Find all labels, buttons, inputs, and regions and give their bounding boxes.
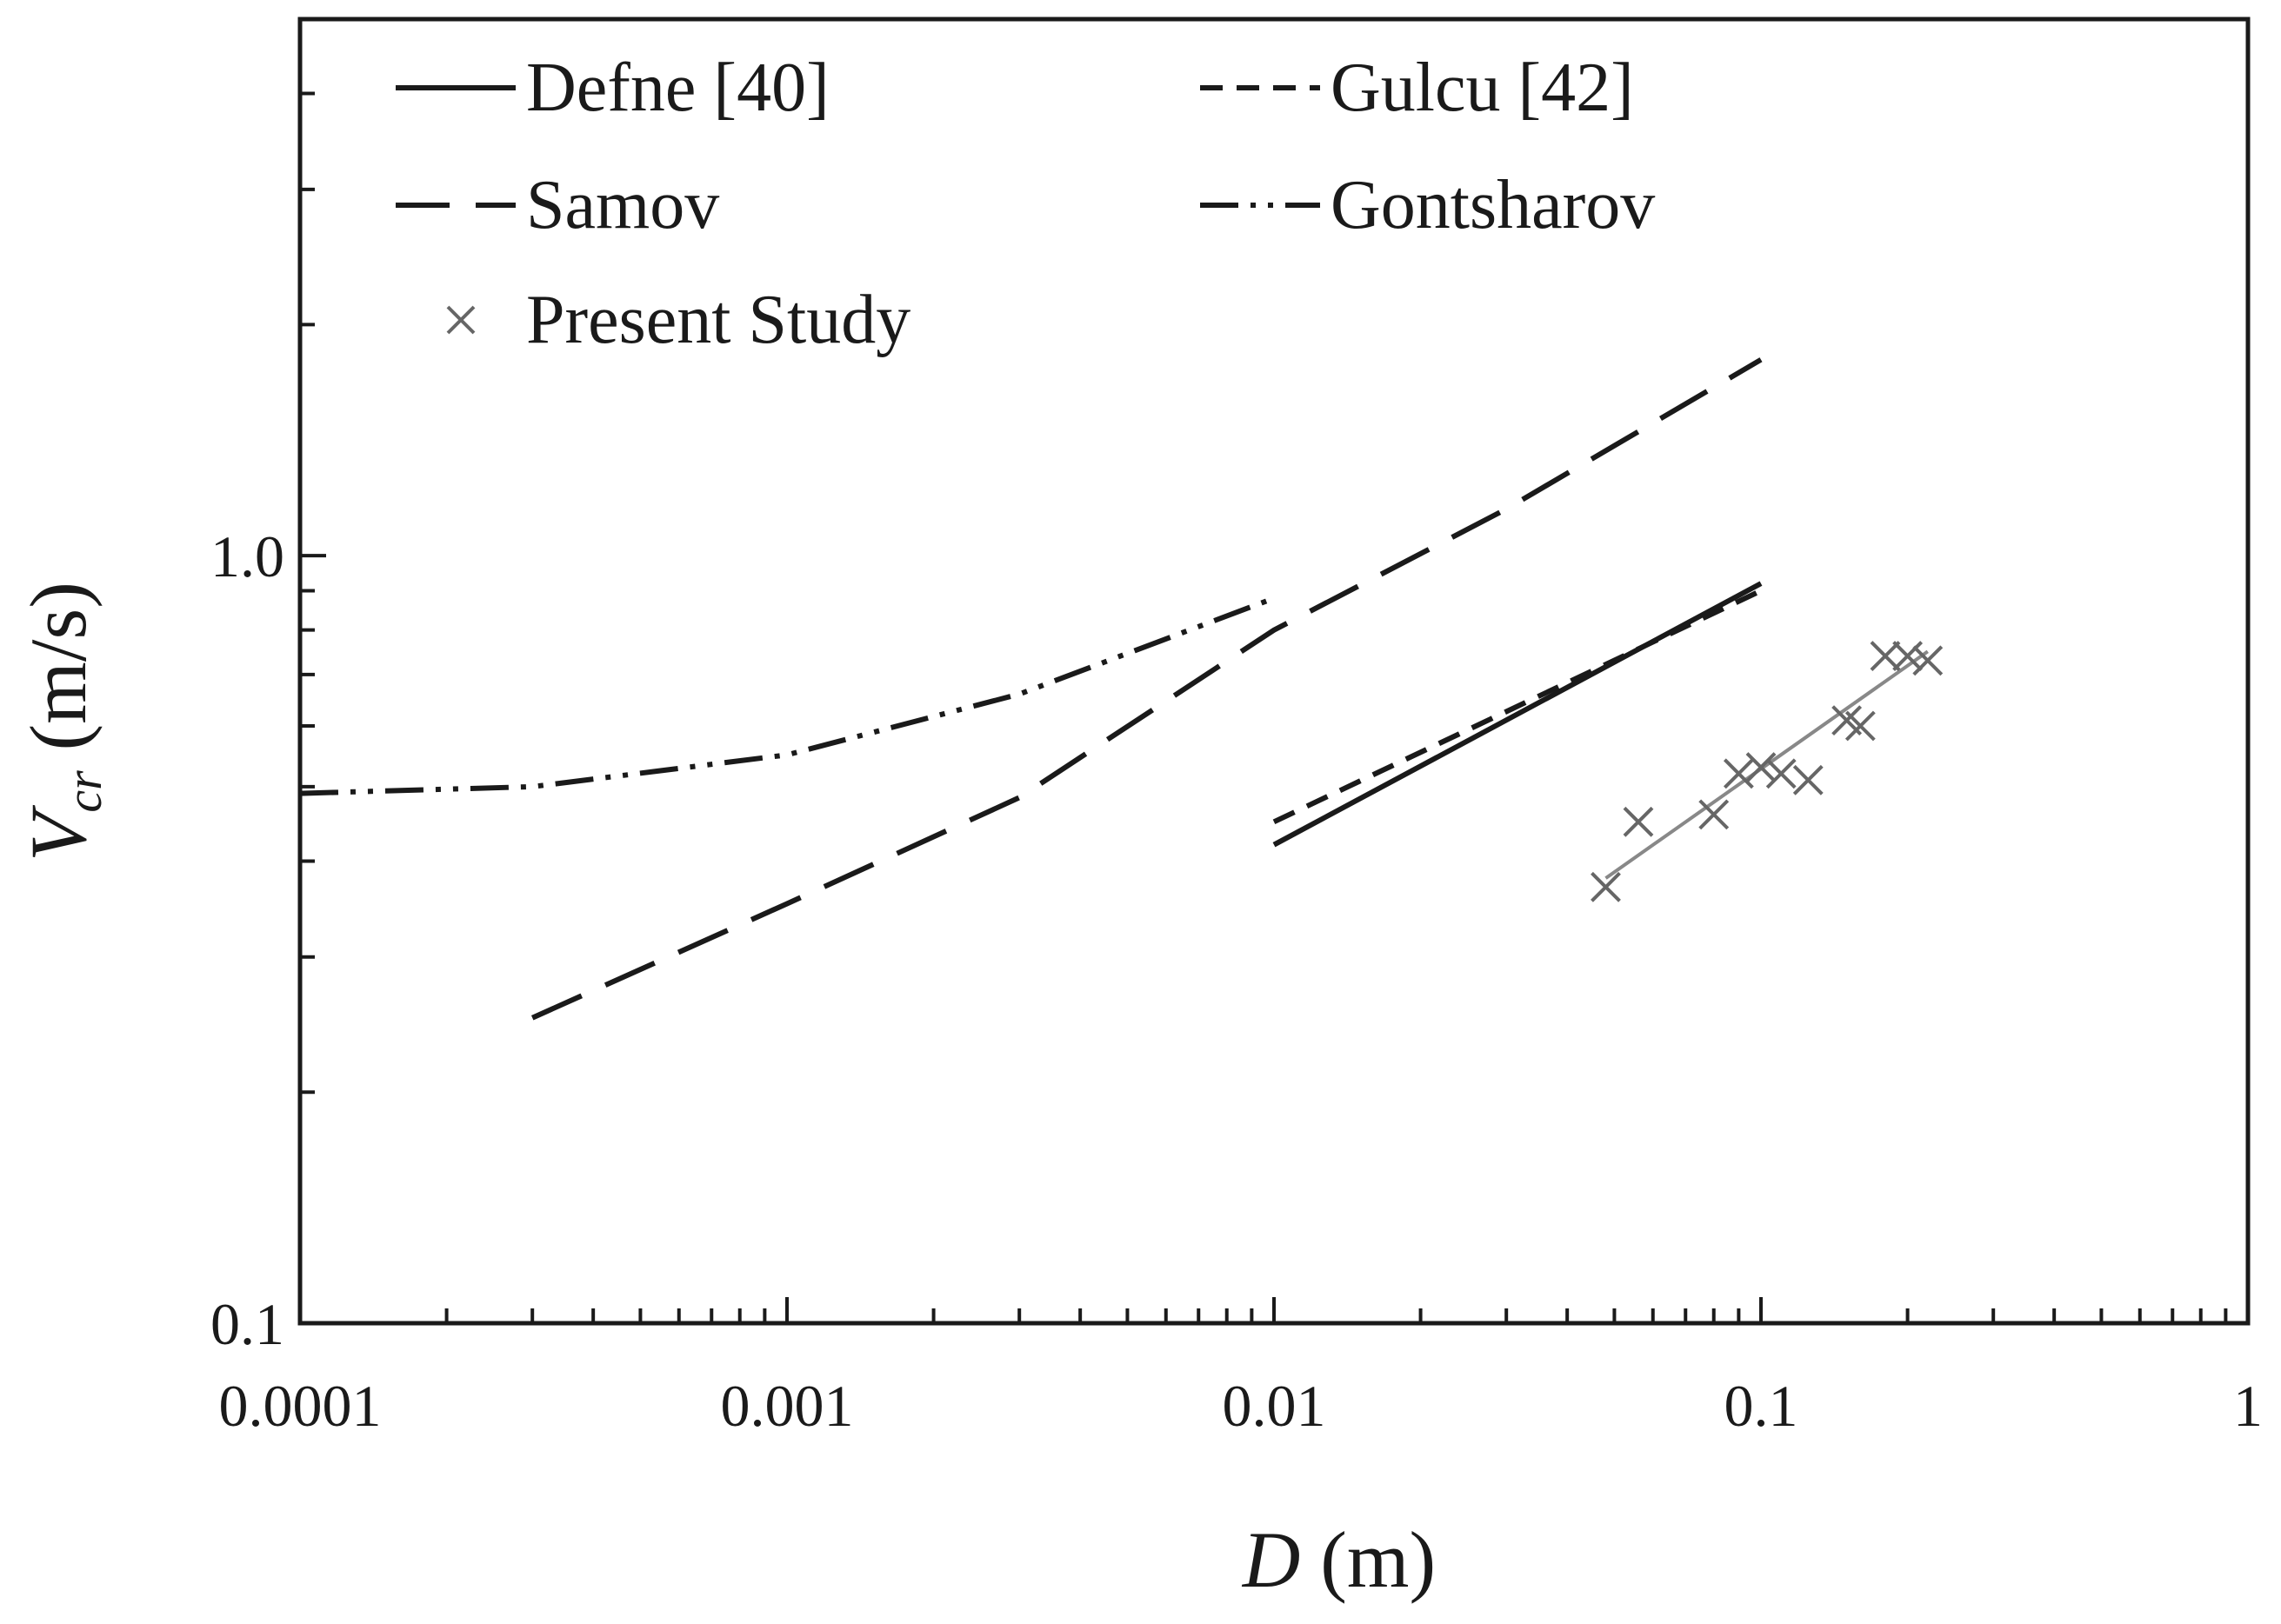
y-axis-subscript: cr — [56, 770, 112, 813]
x-tick-label: 0.01 — [1223, 1373, 1326, 1439]
present-study-point-stroke — [1831, 705, 1863, 736]
legend-label-samov: Samov — [526, 167, 719, 243]
present-study-point-stroke — [1844, 710, 1876, 742]
x-axis-symbol: D — [1241, 1515, 1300, 1604]
legend-label-gulcu-42: Gulcu [42] — [1331, 50, 1634, 126]
samov-line — [530, 357, 1763, 1021]
x-axis-label: D (m) — [1241, 1515, 1436, 1604]
series-layer — [299, 357, 1944, 1021]
y-axis-label: Vcr (m/s) — [14, 582, 112, 862]
legend-label-present-study: Present Study — [526, 282, 910, 358]
present-study-point-stroke — [1623, 806, 1654, 837]
present-study-point — [1870, 641, 1901, 671]
legend-swatch-present-study — [446, 305, 476, 335]
present-study-point-stroke — [1745, 752, 1777, 782]
present-study-fit-line — [1604, 649, 1929, 880]
x-tick-label: 0.0001 — [219, 1373, 382, 1439]
present-study-point — [1591, 871, 1621, 902]
x-tick-label: 1 — [2233, 1373, 2263, 1439]
legend-label-gontsharov: Gontsharov — [1331, 167, 1655, 243]
present-study-point — [1623, 806, 1654, 837]
present-study-point — [1912, 645, 1944, 676]
present-study-point — [1844, 710, 1876, 742]
x-tick-label: 0.001 — [721, 1373, 854, 1439]
present-study-point-stroke — [1765, 758, 1797, 789]
present-study-point — [1698, 799, 1730, 830]
minor-ticks — [298, 17, 2228, 1325]
present-study-point-stroke — [1591, 871, 1621, 902]
present-study-point-stroke — [1792, 764, 1824, 795]
y-axis-symbol: V — [14, 804, 103, 862]
gulcu-42-line — [1272, 588, 1763, 825]
present-study-point-stroke — [1912, 645, 1944, 676]
y-tick-labels: 0.1 1.0 — [210, 523, 284, 1357]
present-study-point-stroke — [1870, 641, 1901, 671]
y-axis-unit: (m/s) — [14, 582, 103, 770]
present-study-point-stroke — [1892, 641, 1923, 671]
y-tick-label: 1.0 — [210, 523, 284, 589]
legend: Defne [40] Gulcu [42] Samov Gontsharov Prese… — [396, 50, 1655, 358]
present-study-point-stroke — [1723, 758, 1754, 789]
present-study-point — [1765, 758, 1797, 789]
legend-label-defne-40: Defne [40] — [526, 50, 830, 126]
present-study-point — [1892, 641, 1923, 671]
present-study-point — [1723, 758, 1754, 789]
y-tick-label: 0.1 — [210, 1291, 284, 1357]
x-tick-label: 0.1 — [1724, 1373, 1798, 1439]
x-axis-unit: (m) — [1300, 1515, 1436, 1604]
gontsharov-line — [299, 596, 1276, 796]
x-tick-labels: 0.0001 0.001 0.01 0.1 1 — [219, 1373, 2264, 1439]
present-study-point-stroke — [1698, 799, 1730, 830]
present-study-point — [1792, 764, 1824, 795]
present-study-point — [1745, 752, 1777, 782]
